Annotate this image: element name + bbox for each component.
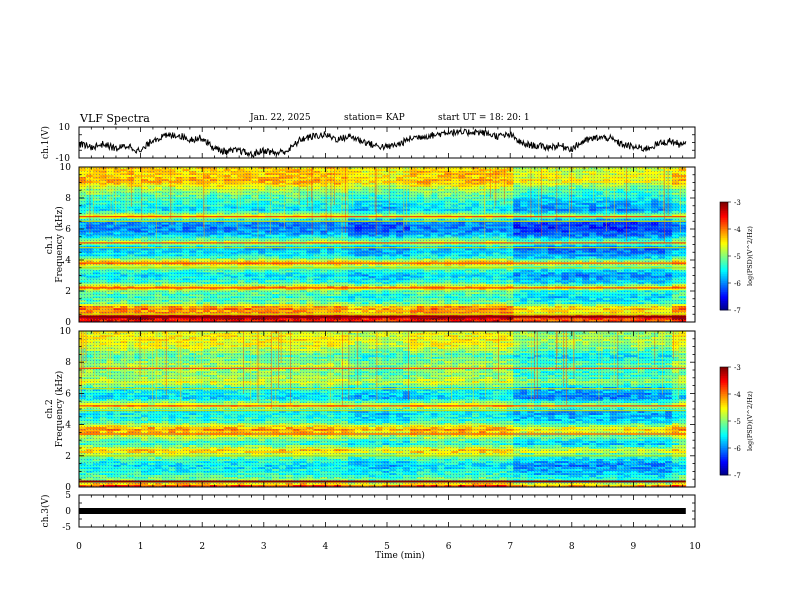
date-label: Jan. 22, 2025 [250,113,311,123]
chart-title: VLF Spectra [80,112,150,125]
ch1-spectrogram-image [79,167,687,322]
station-label: station= KAP [344,113,405,123]
start-time-label: start UT = 18: 20: 1 [438,113,530,123]
